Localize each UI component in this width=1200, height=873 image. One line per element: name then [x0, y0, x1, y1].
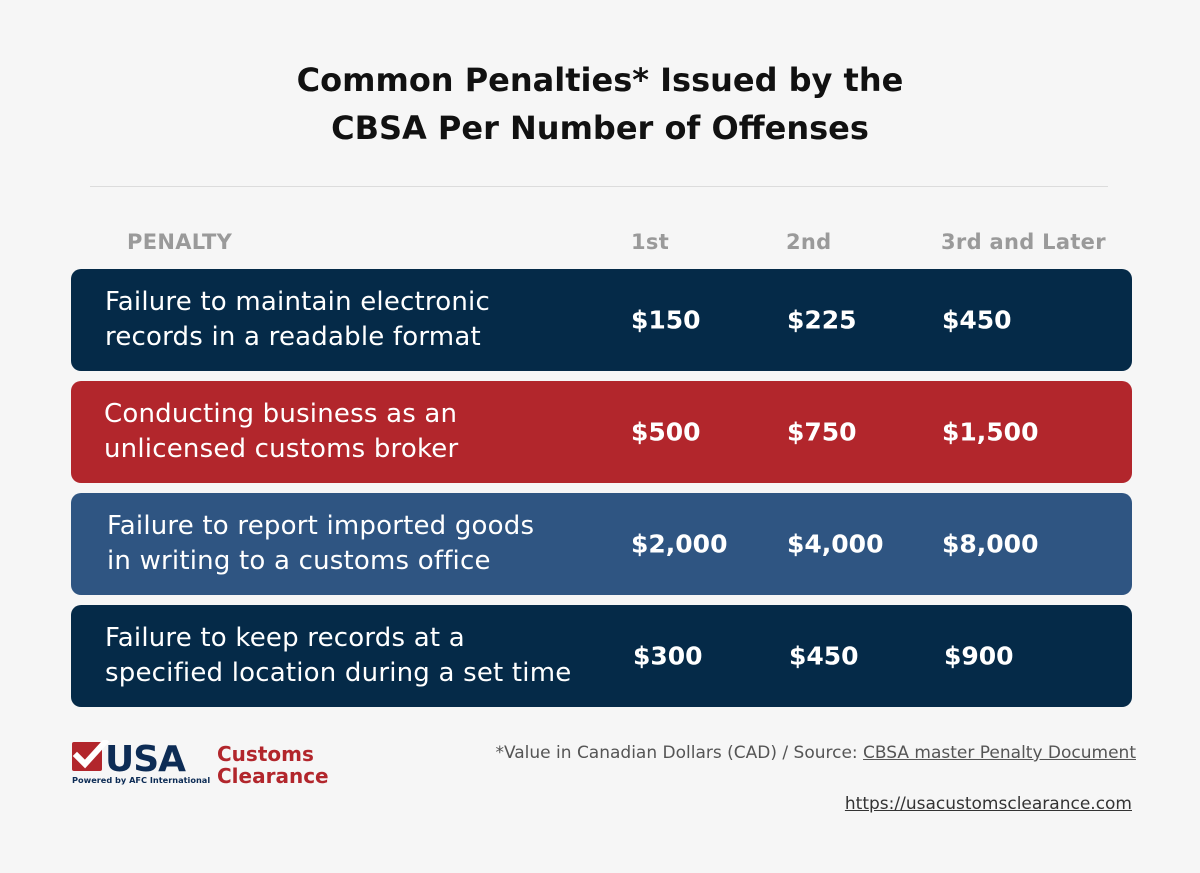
footnote: *Value in Canadian Dollars (CAD) / Sourc… — [495, 743, 1136, 763]
website-url-link[interactable]: https://usacustomsclearance.com — [844, 794, 1132, 814]
first-offense-value: $150 — [631, 305, 701, 335]
third-offense-value: $450 — [942, 305, 1012, 335]
penalty-row-keep-records: Failure to keep records at a specified l… — [71, 605, 1132, 707]
column-header-2nd: 2nd — [786, 230, 832, 254]
column-header-1st: 1st — [631, 230, 670, 254]
second-offense-value: $4,000 — [787, 529, 884, 559]
penalty-label: Failure to keep records at a specified l… — [105, 621, 625, 691]
first-offense-value: $300 — [633, 641, 703, 671]
penalty-label-line-1: Failure to report imported goods — [107, 511, 535, 541]
penalty-label: Failure to report imported goods in writ… — [107, 509, 627, 579]
second-offense-value: $750 — [787, 417, 857, 447]
penalty-label-line-1: Failure to keep records at a — [105, 623, 465, 653]
penalty-label: Conducting business as an unlicensed cus… — [104, 397, 624, 467]
title-line-2: CBSA Per Number of Offenses — [331, 109, 869, 147]
footnote-text: *Value in Canadian Dollars (CAD) / Sourc… — [495, 743, 864, 763]
third-offense-value: $8,000 — [942, 529, 1039, 559]
penalty-row-electronic-records: Failure to maintain electronic records i… — [71, 269, 1132, 371]
page-title: Common Penalties* Issued by the CBSA Per… — [0, 56, 1200, 152]
second-offense-value: $225 — [787, 305, 857, 335]
column-header-penalty: PENALTY — [127, 230, 233, 254]
title-divider — [90, 186, 1108, 187]
logo-usa-text: USA — [105, 740, 186, 780]
penalty-row-unlicensed-broker: Conducting business as an unlicensed cus… — [71, 381, 1132, 483]
source-document-link[interactable]: CBSA master Penalty Document — [863, 743, 1136, 763]
title-line-1: Common Penalties* Issued by the — [296, 61, 904, 99]
column-header-3rd: 3rd and Later — [941, 230, 1106, 254]
penalty-label: Failure to maintain electronic records i… — [105, 285, 625, 355]
penalty-row-report-imported-goods: Failure to report imported goods in writ… — [71, 493, 1132, 595]
penalty-label-line-2: unlicensed customs broker — [104, 434, 459, 464]
logo-customs-text: Customs — [217, 742, 314, 766]
penalty-label-line-1: Conducting business as an — [104, 399, 458, 429]
penalty-label-line-2: records in a readable format — [105, 322, 481, 352]
third-offense-value: $1,500 — [942, 417, 1039, 447]
logo-powered-text: Powered by AFC International — [72, 775, 210, 785]
penalty-label-line-1: Failure to maintain electronic — [105, 287, 490, 317]
penalty-label-line-2: in writing to a customs office — [107, 546, 491, 576]
usa-customs-clearance-logo: USA Customs Clearance Powered by AFC Int… — [72, 740, 329, 788]
logo-clearance-text: Clearance — [217, 764, 329, 788]
first-offense-value: $500 — [631, 417, 701, 447]
logo-check-icon — [72, 740, 110, 769]
second-offense-value: $450 — [789, 641, 859, 671]
first-offense-value: $2,000 — [631, 529, 728, 559]
third-offense-value: $900 — [944, 641, 1014, 671]
penalty-label-line-2: specified location during a set time — [105, 658, 572, 688]
